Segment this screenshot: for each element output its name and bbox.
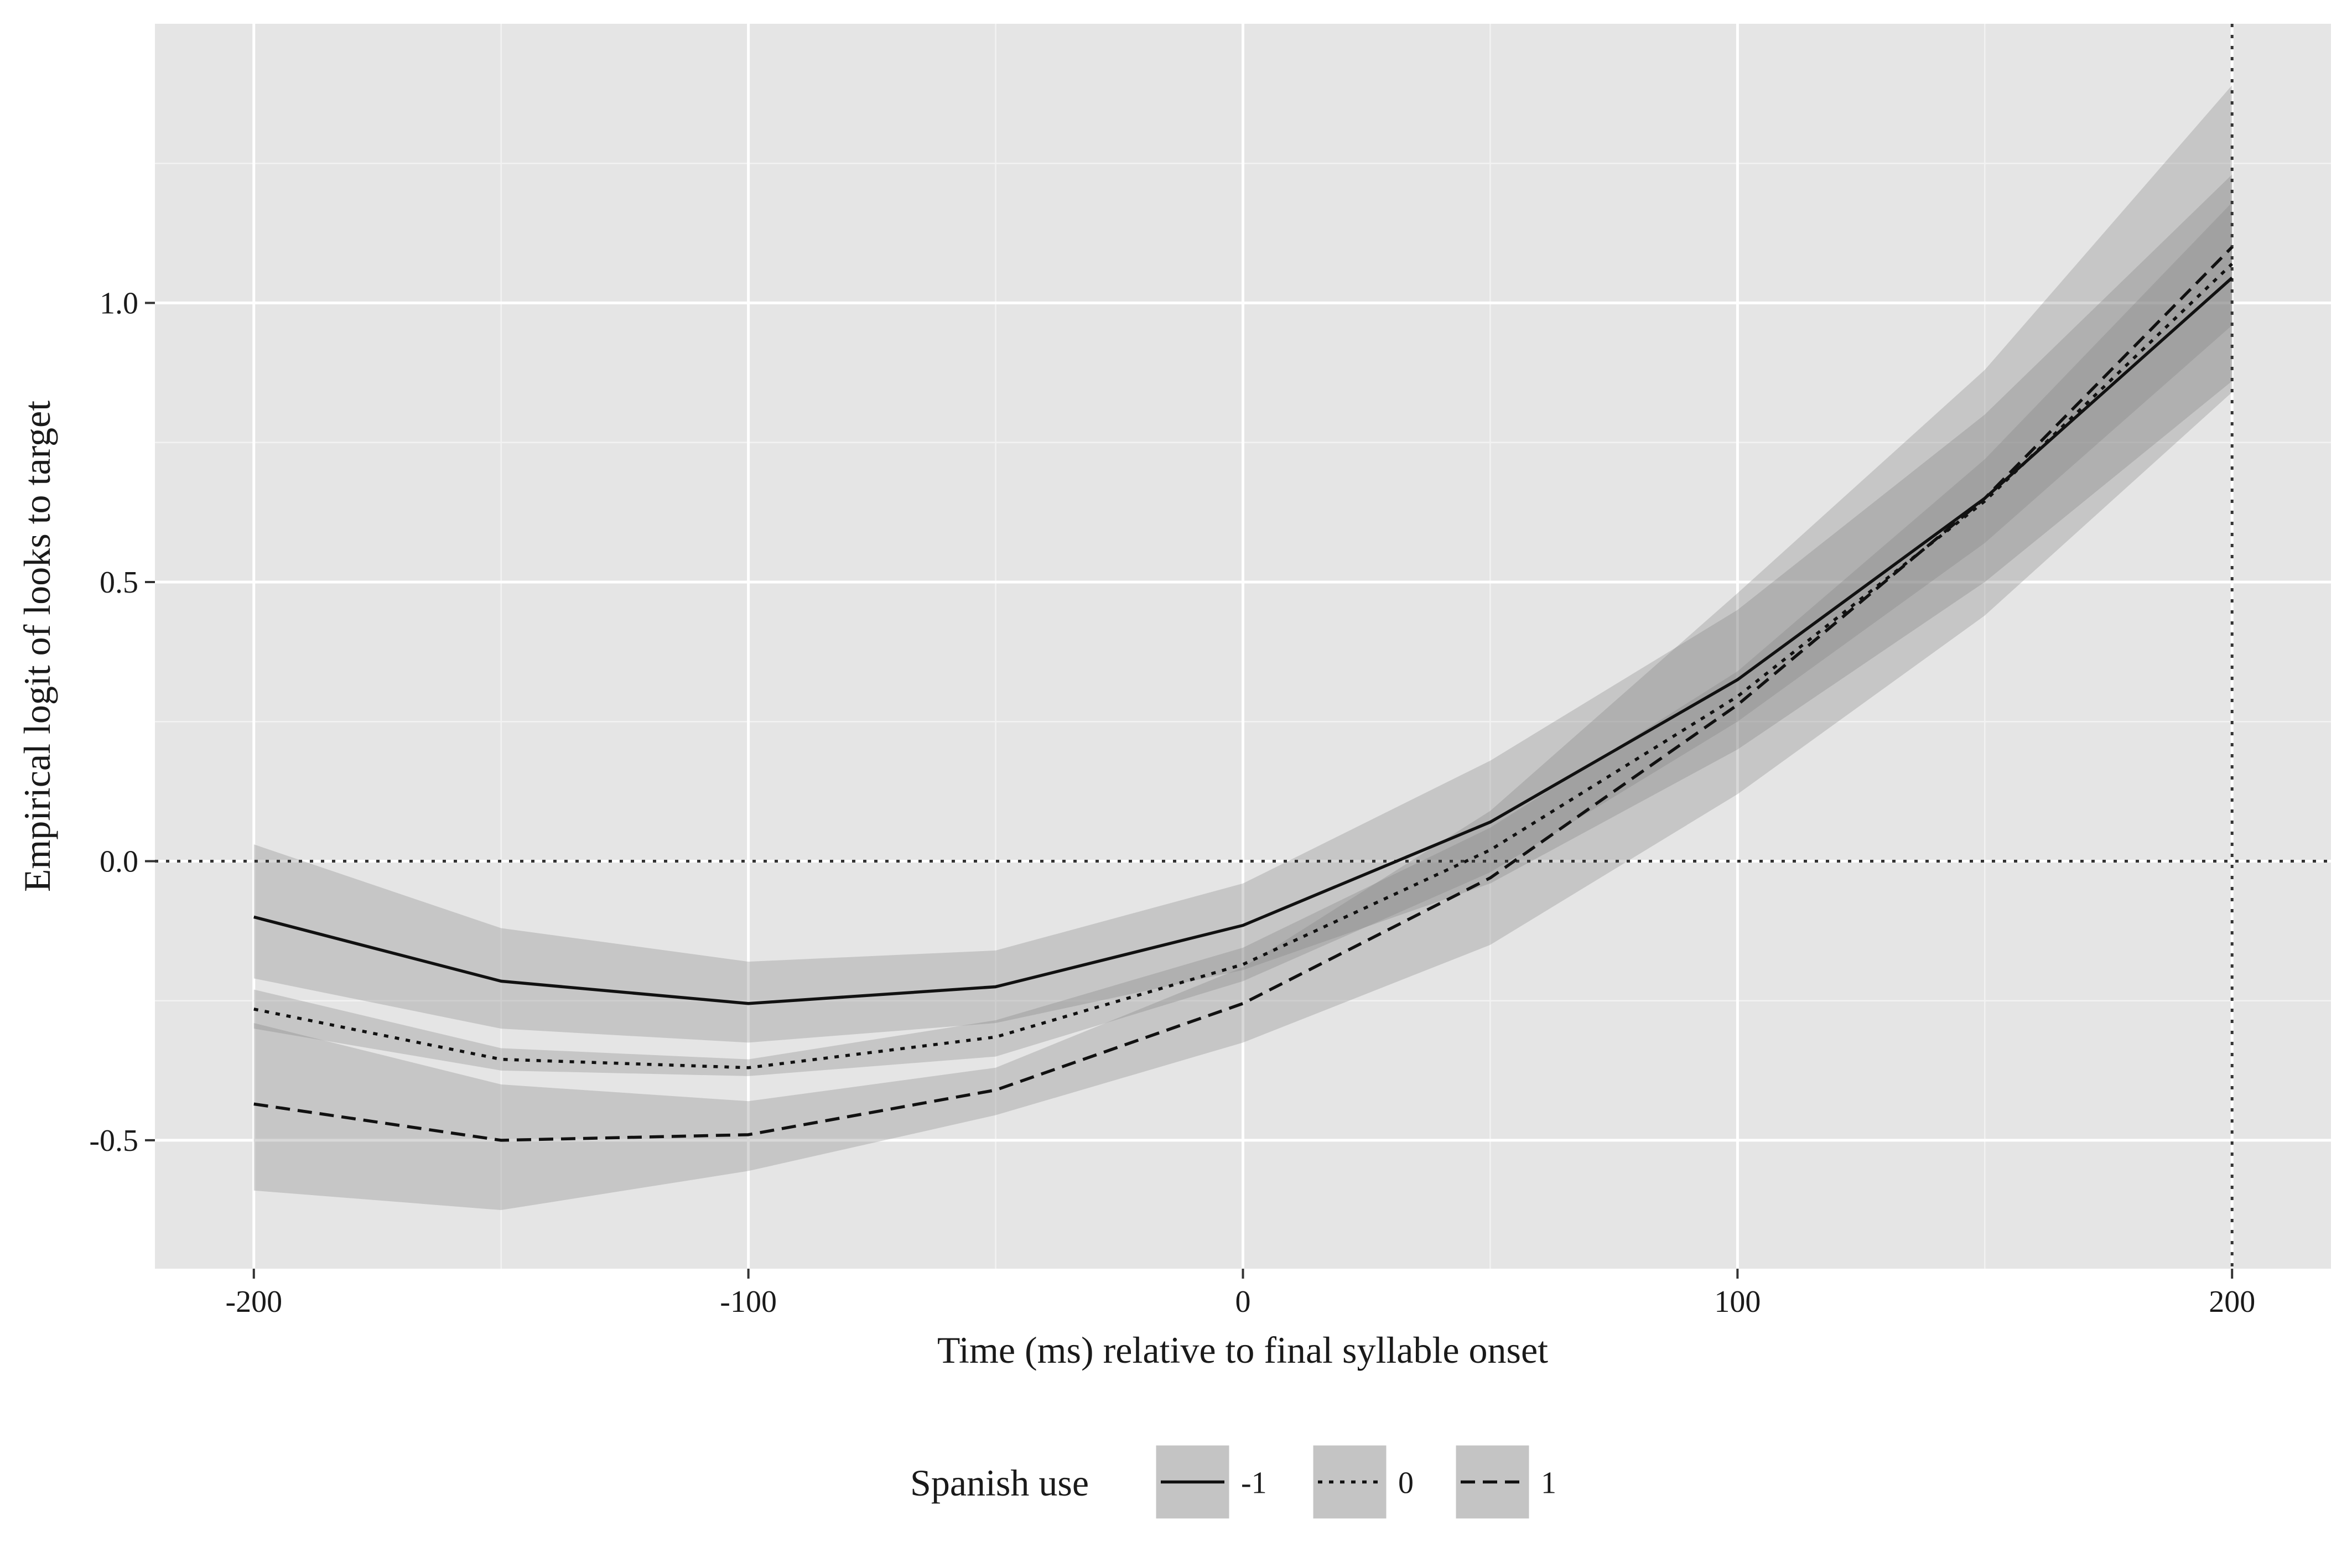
- y-tick-label: 1.0: [100, 286, 138, 320]
- y-axis-title: Empirical logit of looks to target: [16, 401, 58, 892]
- x-tick-label: 200: [2209, 1285, 2255, 1319]
- legend-label-0: 0: [1398, 1466, 1414, 1500]
- legend-label-1: 1: [1541, 1466, 1556, 1500]
- legend-title: Spanish use: [910, 1462, 1089, 1504]
- x-tick-label: 0: [1235, 1285, 1251, 1319]
- y-tick-label: 0.5: [100, 565, 138, 600]
- reference-lines: [155, 24, 2331, 1269]
- x-tick-label: -200: [225, 1285, 282, 1319]
- y-tick-label: 0.0: [100, 844, 138, 879]
- x-axis: -200 -100 0 100 200: [225, 1269, 2255, 1319]
- x-tick-label: 100: [1714, 1285, 1761, 1319]
- confidence-band-1: [253, 85, 2232, 1211]
- series-line-1: [253, 246, 2234, 1142]
- x-tick-label: -100: [720, 1285, 777, 1319]
- confidence-band-0: [253, 202, 2232, 1076]
- y-axis: -0.5 0.0 0.5 1.0: [89, 286, 155, 1158]
- series-line-0: [253, 262, 2234, 1069]
- legend-label--1: -1: [1241, 1466, 1267, 1500]
- x-axis-title: Time (ms) relative to final syllable ons…: [937, 1329, 1548, 1371]
- series-line--1: [253, 277, 2234, 1005]
- y-tick-label: -0.5: [89, 1124, 138, 1158]
- legend: Spanish use -1 0 1: [910, 1444, 1556, 1520]
- series-lines: [253, 246, 2234, 1142]
